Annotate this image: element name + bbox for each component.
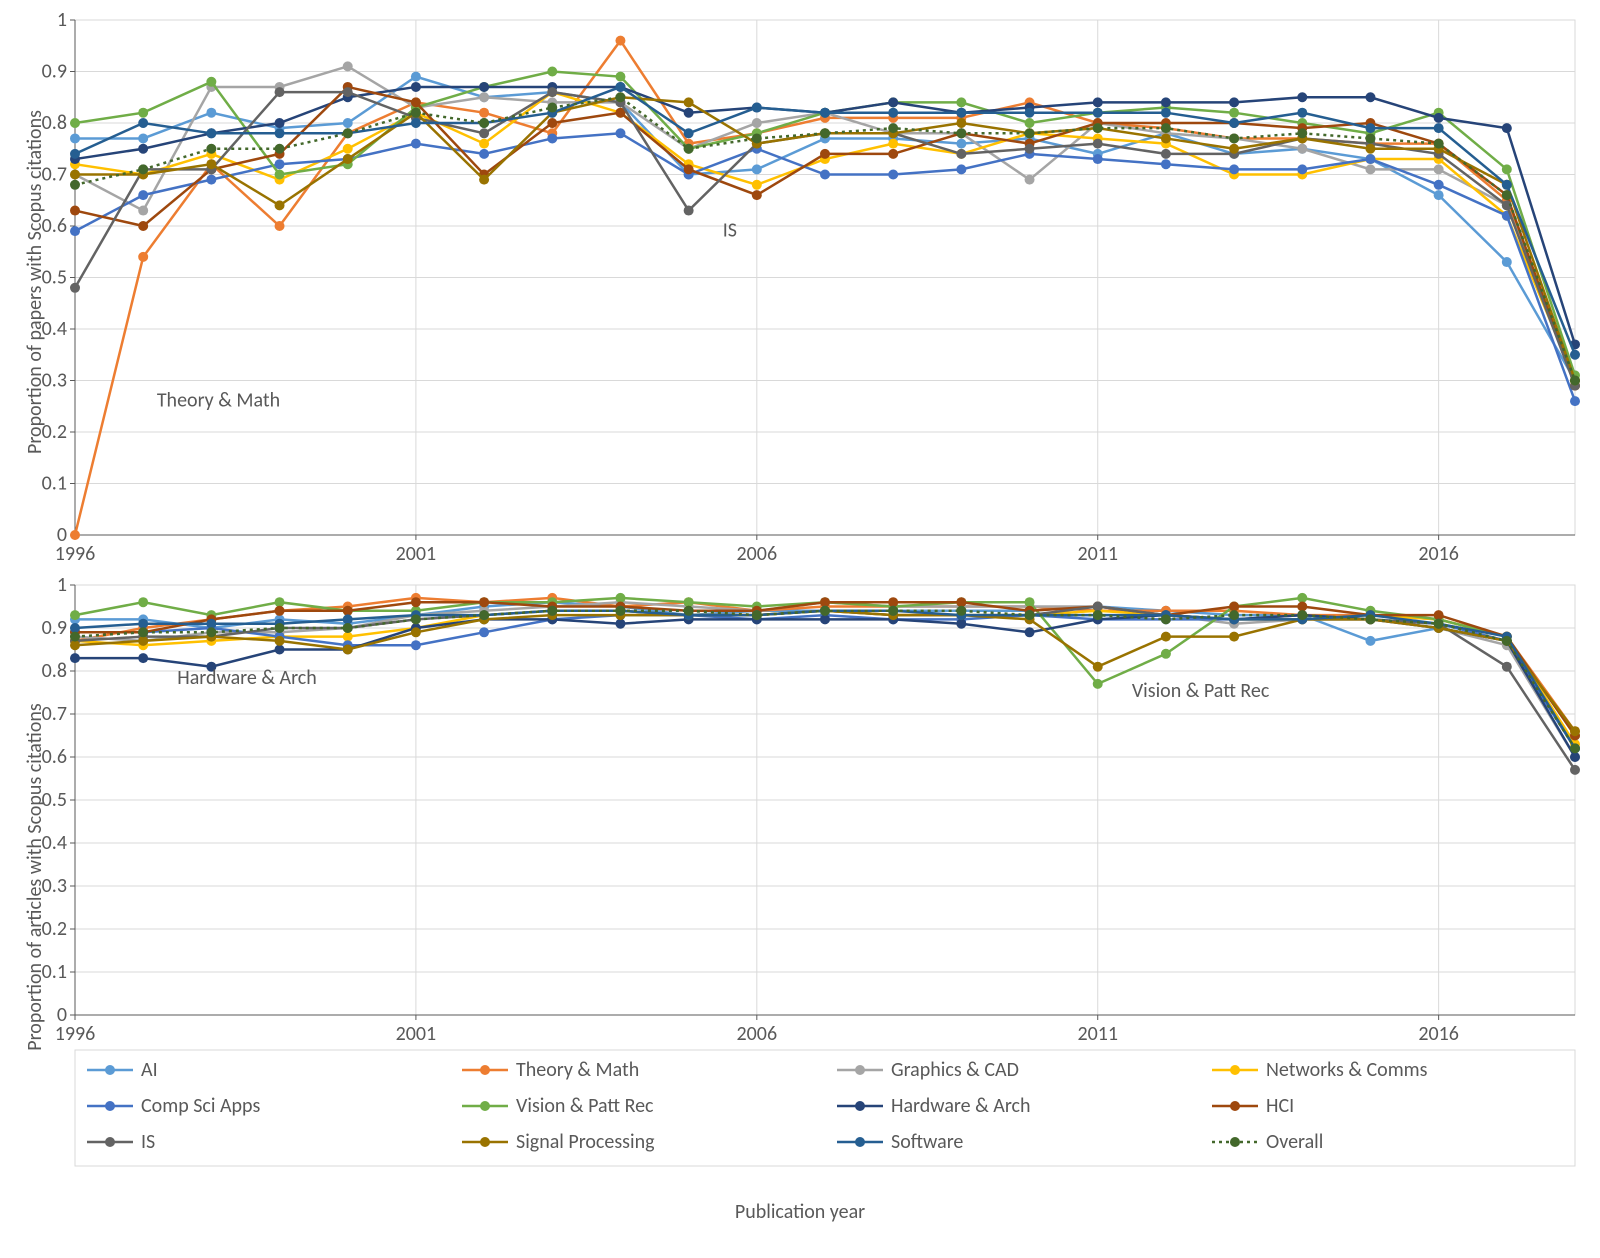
chart-bottom-panel: Proportion of articles with Scopus citat… xyxy=(10,575,1590,1195)
chart-top-panel: Proportion of papers with Scopus citatio… xyxy=(10,10,1590,570)
svg-text:IS: IS xyxy=(141,1130,155,1154)
svg-text:2011: 2011 xyxy=(1077,542,1118,566)
chart-bottom-svg: 00.10.20.30.40.50.60.70.80.9119962001200… xyxy=(10,575,1590,1195)
svg-text:Hardware & Arch: Hardware & Arch xyxy=(891,1094,1030,1118)
chart-top-svg: 00.10.20.30.40.50.60.70.80.9119962001200… xyxy=(10,10,1590,570)
svg-text:2001: 2001 xyxy=(396,1022,437,1046)
svg-text:2016: 2016 xyxy=(1418,542,1459,566)
svg-text:0.9: 0.9 xyxy=(42,616,67,640)
svg-text:Vision & Patt Rec: Vision & Patt Rec xyxy=(516,1094,654,1118)
svg-text:1: 1 xyxy=(57,575,67,597)
chart-bottom-ylabel: Proportion of articles with Scopus citat… xyxy=(23,677,47,1077)
svg-text:Signal Processing: Signal Processing xyxy=(516,1130,655,1154)
svg-text:0.9: 0.9 xyxy=(42,60,67,84)
svg-text:2016: 2016 xyxy=(1418,1022,1459,1046)
svg-text:Theory & Math: Theory & Math xyxy=(157,388,280,412)
svg-text:2006: 2006 xyxy=(737,1022,778,1046)
svg-text:Theory & Math: Theory & Math xyxy=(516,1058,639,1082)
svg-text:Graphics & CAD: Graphics & CAD xyxy=(891,1058,1019,1082)
svg-text:1996: 1996 xyxy=(55,1022,96,1046)
svg-text:IS: IS xyxy=(723,218,737,242)
svg-text:Networks & Comms: Networks & Comms xyxy=(1266,1058,1428,1082)
svg-text:2011: 2011 xyxy=(1077,1022,1118,1046)
svg-text:2006: 2006 xyxy=(737,542,778,566)
chart-xlabel: Publication year xyxy=(10,1200,1590,1224)
svg-text:Comp Sci Apps: Comp Sci Apps xyxy=(141,1094,260,1118)
svg-text:HCI: HCI xyxy=(1266,1094,1294,1118)
svg-text:Hardware & Arch: Hardware & Arch xyxy=(177,666,316,690)
svg-text:AI: AI xyxy=(141,1058,158,1082)
svg-text:1: 1 xyxy=(57,10,67,32)
svg-text:1996: 1996 xyxy=(55,542,96,566)
chart-top-ylabel: Proportion of papers with Scopus citatio… xyxy=(23,82,47,482)
svg-text:Vision & Patt Rec: Vision & Patt Rec xyxy=(1132,679,1270,703)
svg-text:Overall: Overall xyxy=(1266,1130,1323,1154)
charts-wrapper: Proportion of papers with Scopus citatio… xyxy=(10,10,1590,1224)
svg-text:2001: 2001 xyxy=(396,542,437,566)
svg-text:Software: Software xyxy=(891,1130,963,1154)
